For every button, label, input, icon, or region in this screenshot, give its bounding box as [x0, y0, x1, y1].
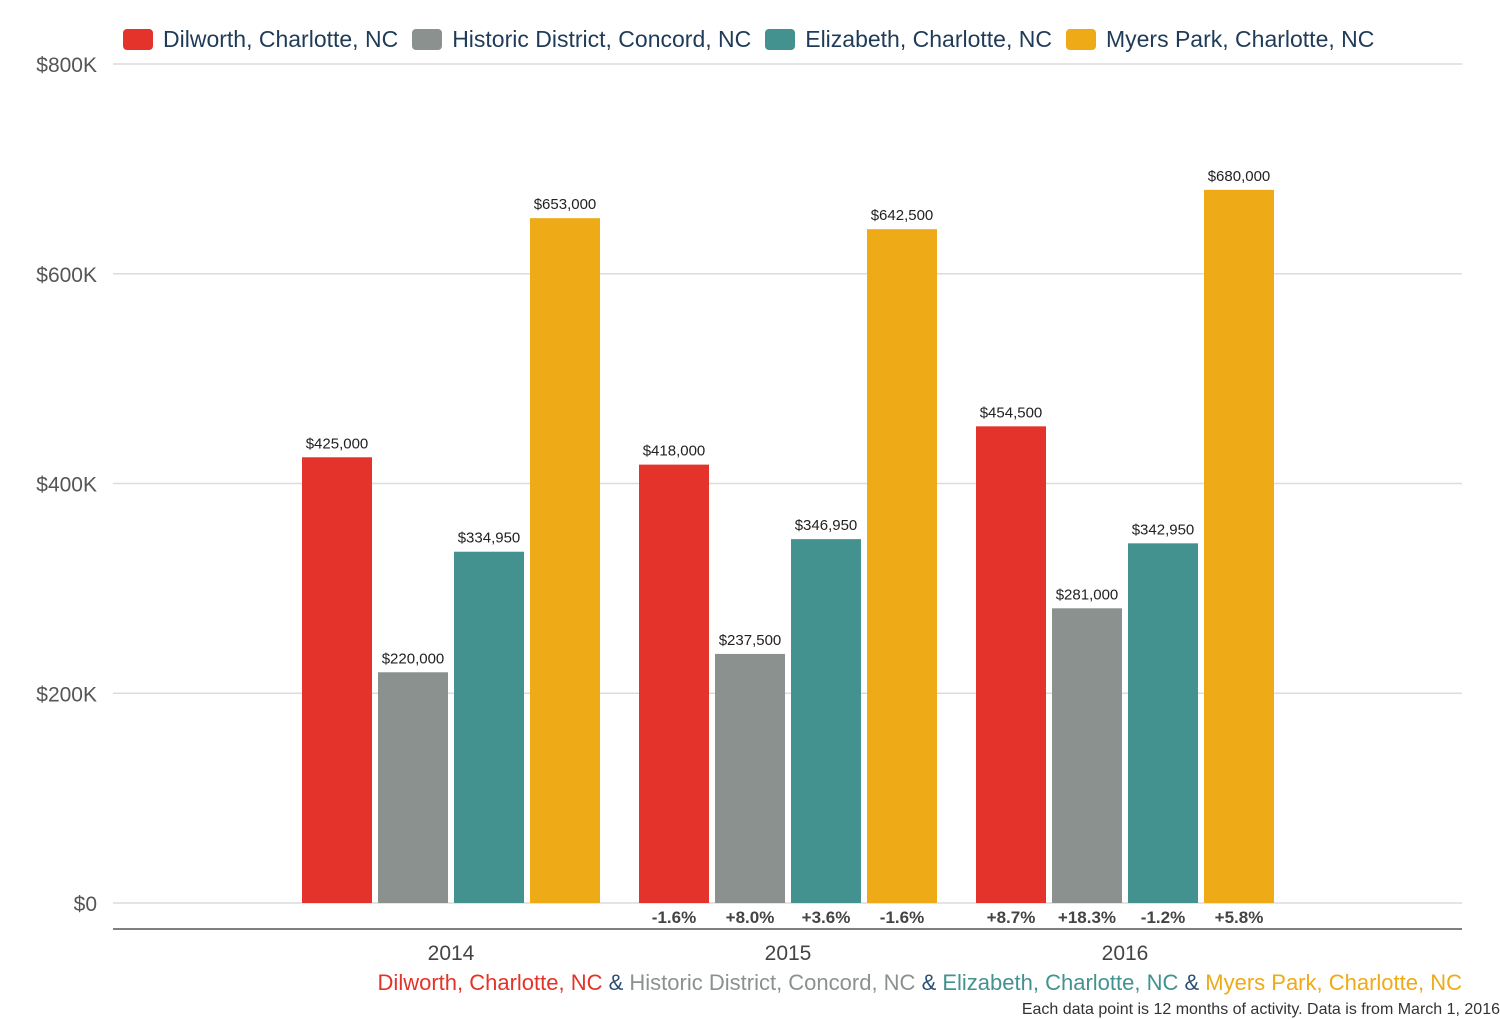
legend-swatch: [1065, 28, 1096, 50]
x-tick-label: 2014: [428, 942, 475, 965]
legend-item: Dilworth, Charlotte, NC: [123, 26, 398, 53]
bar: [530, 218, 600, 903]
legend-item: Historic District, Concord, NC: [412, 26, 751, 53]
legend-label: Dilworth, Charlotte, NC: [163, 25, 399, 52]
legend-label: Historic District, Concord, NC: [452, 25, 752, 52]
bar: [639, 464, 709, 903]
bar: [1204, 189, 1274, 904]
bar: [454, 551, 524, 903]
bar-value-label: $281,000: [1056, 586, 1119, 603]
bar: [1128, 543, 1198, 903]
bar: [1052, 608, 1122, 903]
chart-legend: Dilworth, Charlotte, NC Historic District…: [123, 22, 1388, 56]
change-label: -1.2%: [1141, 908, 1185, 927]
footer-series-name: Dilworth, Charlotte, NC: [377, 970, 603, 995]
legend-label: Myers Park, Charlotte, NC: [1105, 25, 1375, 52]
x-tick-label: 2016: [1102, 942, 1149, 965]
bar-value-label: $346,950: [795, 517, 858, 534]
y-tick-label: $200K: [36, 683, 97, 706]
footer-note: Each data point is 12 months of activity…: [1021, 1001, 1500, 1018]
bar: [976, 426, 1046, 903]
bar: [302, 457, 372, 903]
bar: [378, 672, 448, 903]
footer-series-name: Myers Park, Charlotte, NC: [1205, 970, 1462, 995]
change-label: +3.6%: [802, 908, 851, 927]
bar-value-label: $680,000: [1208, 168, 1271, 185]
legend-item: Elizabeth, Charlotte, NC: [765, 26, 1052, 53]
bar-value-label: $425,000: [306, 435, 369, 452]
bar-value-label: $220,000: [382, 650, 445, 667]
change-label: +8.0%: [726, 908, 775, 927]
bar: [867, 229, 937, 904]
bar: [715, 653, 785, 903]
legend-item: Myers Park, Charlotte, NC: [1065, 25, 1375, 53]
y-tick-label: $0: [74, 893, 97, 916]
footer-series-name: Elizabeth, Charlotte, NC: [942, 970, 1179, 995]
legend-swatch: [412, 28, 443, 50]
bar-value-label: $642,500: [871, 207, 934, 224]
change-label: +8.7%: [987, 908, 1036, 927]
footer-series-line: Dilworth, Charlotte, NC & Historic Distr…: [378, 970, 1462, 996]
footer-separator: &: [602, 970, 630, 995]
y-tick-label: $400K: [36, 474, 97, 497]
bar-value-label: $418,000: [643, 443, 706, 460]
bar-value-label: $342,950: [1132, 521, 1195, 538]
bar: [791, 539, 861, 903]
bar-value-label: $454,500: [980, 404, 1043, 421]
change-label: -1.6%: [652, 908, 696, 927]
bar-value-label: $237,500: [719, 632, 782, 649]
change-label: -1.6%: [880, 908, 924, 927]
legend-swatch: [765, 28, 796, 50]
legend-label: Elizabeth, Charlotte, NC: [805, 25, 1052, 52]
change-label: +5.8%: [1215, 908, 1264, 927]
bar-value-label: $653,000: [534, 196, 597, 213]
change-label: +18.3%: [1058, 908, 1116, 927]
footer-series-name: Historic District, Concord, NC: [629, 970, 916, 995]
footer-separator: &: [915, 970, 943, 995]
x-tick-label: 2015: [765, 942, 812, 965]
legend-swatch: [123, 28, 153, 50]
y-tick-label: $600K: [36, 264, 97, 287]
footer-separator: &: [1178, 970, 1206, 995]
y-tick-label: $800K: [36, 54, 97, 77]
bar-value-label: $334,950: [458, 530, 521, 547]
